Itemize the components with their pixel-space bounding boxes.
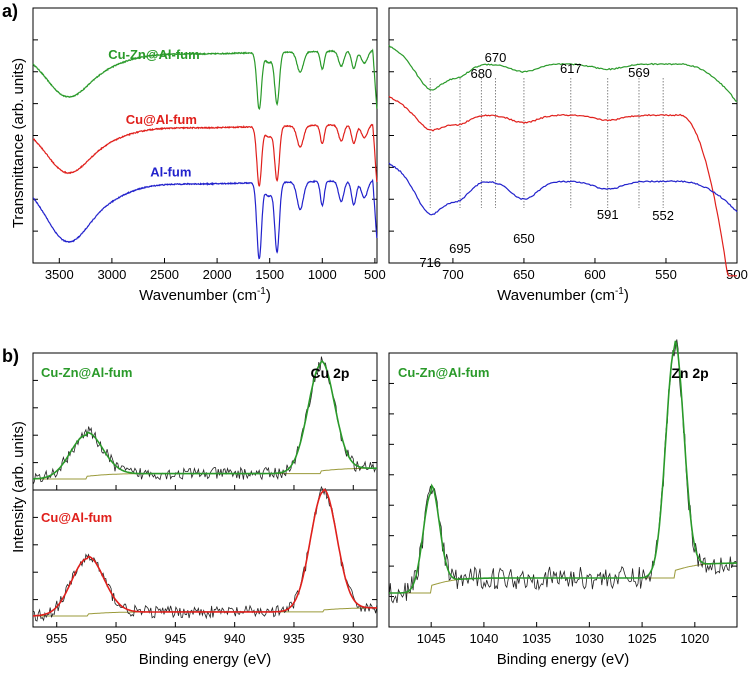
x-tick-label: 945 [164, 631, 186, 646]
xps-cu-top-label: Cu-Zn@Al-fum [41, 365, 132, 380]
series-line-cu-al-fum [32, 123, 378, 187]
xps-cu-bottom-label: Cu@Al-fum [41, 510, 112, 525]
x-tick-label: 1020 [680, 631, 709, 646]
peak-label: 650 [513, 231, 535, 246]
x-tick-label: 1030 [575, 631, 604, 646]
x-tick-label: 1040 [469, 631, 498, 646]
peak-label: 591 [597, 207, 619, 222]
xps-cu-bottom-frame [32, 489, 378, 628]
peak-label: 552 [652, 208, 674, 223]
xps-zn-x-axis-title: Binding energy (eV) [497, 651, 630, 668]
ftir-zoom-guides [429, 78, 664, 208]
xps-fit-line [32, 488, 377, 617]
xps-cu-x-axis-title: Binding energy (eV) [139, 651, 272, 668]
ftir-zoom-frame [388, 7, 738, 264]
xps-zn-curves [388, 339, 738, 604]
ftir-full-frame [32, 7, 378, 264]
xps-raw-line [32, 356, 378, 485]
xps-zn-ticks: 1045 1040 1035 1030 1025 1020 [389, 382, 737, 646]
x-tick-label: 1045 [417, 631, 446, 646]
xps-y-axis-title: Intensity (arb. units) [10, 421, 27, 553]
xps-raw-line [32, 485, 378, 622]
ftir-zoom-curves [388, 45, 738, 277]
x-tick-label: 2500 [150, 267, 179, 282]
x-tick-label: 500 [726, 267, 748, 282]
peak-label: 680 [470, 66, 492, 81]
x-tick-label: 1025 [628, 631, 657, 646]
x-tick-label: 1035 [522, 631, 551, 646]
xps-zn2p-plot: 1045 1040 1035 1030 1025 1020 Cu-Zn@Al-fum Zn… [388, 339, 738, 668]
x-tick-label: 940 [224, 631, 246, 646]
x-tick-label: 550 [655, 267, 677, 282]
xps-cu-ticks: 955 950 945 940 935 930 [33, 379, 377, 646]
series-line-cu-zn-al-fum [32, 48, 378, 111]
xps-zn-label: Cu-Zn@Al-fum [398, 365, 489, 380]
x-tick-label: 650 [513, 267, 535, 282]
series-label: Cu-Zn@Al-fum [108, 47, 199, 62]
ftir-full-curves [32, 48, 378, 260]
peak-label: 670 [485, 50, 507, 65]
xps-zn-frame [388, 352, 738, 628]
x-tick-label: 955 [46, 631, 68, 646]
ftir-zoom-x-axis-title: Wavenumber (cm-1) [497, 286, 629, 304]
ftir-y-axis-title: Transmittance (arb. units) [10, 58, 27, 228]
panel-b-letter: b) [2, 346, 19, 366]
series-label: Cu@Al-fum [126, 112, 197, 127]
xps-cu2p-plot: 955 950 945 940 935 930 Cu-Zn@Al-fum Cu 2p Cu… [32, 352, 378, 668]
peak-label: 617 [560, 61, 582, 76]
peak-label: 716 [419, 255, 441, 270]
x-tick-label: 1500 [255, 267, 284, 282]
x-tick-label: 950 [105, 631, 127, 646]
ftir-full-plot: 3500 3000 2500 2000 1500 1000 500 Cu-Zn@Al-fum… [32, 7, 386, 304]
ftir-full-ticks: 3500 3000 2500 2000 1500 1000 500 [33, 39, 386, 282]
zoom-series-line [388, 45, 738, 103]
x-tick-label: 1000 [308, 267, 337, 282]
panel-a-letter: a) [2, 1, 18, 21]
zoom-series-line [388, 95, 737, 277]
xps-zn-core-label: Zn 2p [671, 365, 708, 381]
xps-cu-core-label: Cu 2p [311, 365, 350, 381]
peak-label: 695 [449, 241, 471, 256]
xps-fit-line [32, 360, 377, 480]
series-line-al-fum [32, 178, 378, 260]
x-tick-label: 930 [342, 631, 364, 646]
xps-fit-line [389, 340, 737, 594]
x-tick-label: 3500 [45, 267, 74, 282]
zoom-series-line [388, 162, 738, 216]
x-tick-label: 3000 [97, 267, 126, 282]
ftir-full-labels: Cu-Zn@Al-fum Cu@Al-fum Al-fum [108, 47, 199, 179]
x-tick-label: 935 [283, 631, 305, 646]
x-tick-label: 500 [364, 267, 386, 282]
x-tick-label: 700 [442, 267, 464, 282]
ftir-zoom-ticks: 700 650 600 550 500 [389, 39, 748, 282]
x-tick-label: 600 [584, 267, 606, 282]
series-label: Al-fum [150, 164, 191, 179]
peak-label: 569 [628, 65, 650, 80]
xps-cu-curves [32, 356, 378, 622]
x-tick-label: 2000 [203, 267, 232, 282]
ftir-full-x-axis-title: Wavenumber (cm-1) [139, 286, 271, 304]
